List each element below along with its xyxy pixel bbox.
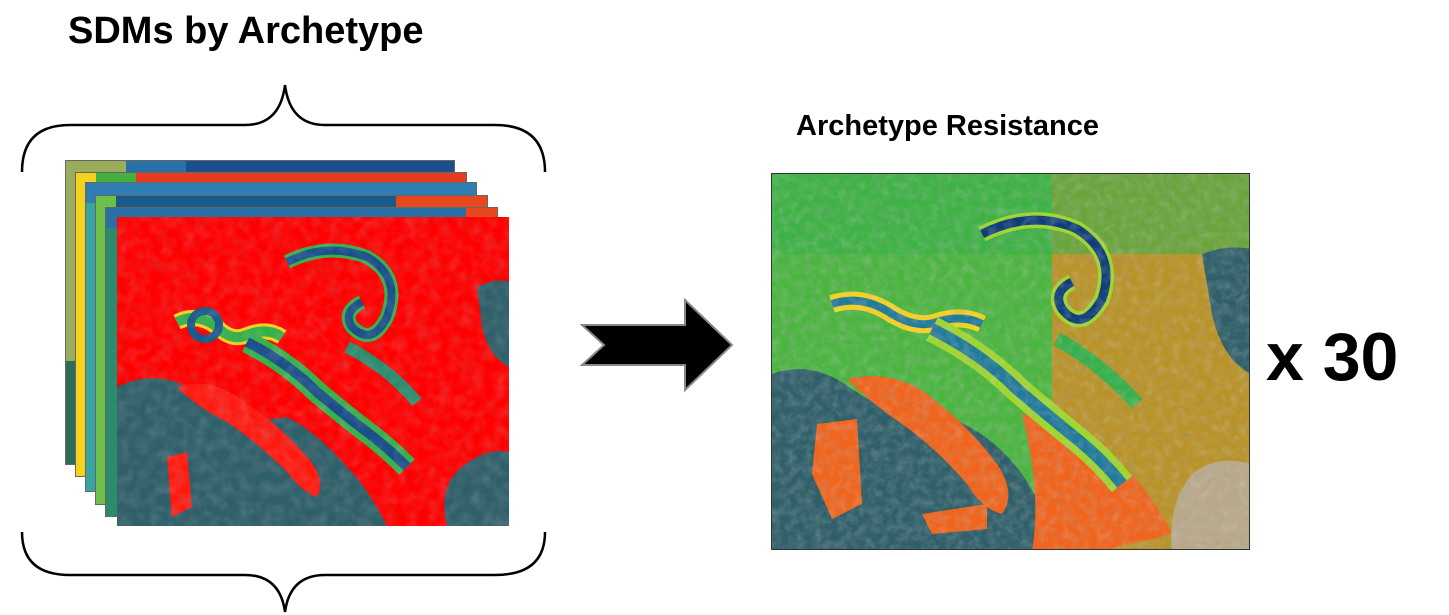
resistance-map: [771, 173, 1250, 550]
sdm-stack-title: SDMs by Archetype: [68, 10, 424, 52]
arrow-icon: [580, 297, 734, 393]
sdm-layer-top: [117, 217, 509, 526]
top-brace: [20, 84, 547, 173]
multiplier-label: x 30: [1266, 319, 1399, 395]
bottom-brace: [20, 531, 547, 613]
resistance-map-title: Archetype Resistance: [796, 110, 1100, 142]
